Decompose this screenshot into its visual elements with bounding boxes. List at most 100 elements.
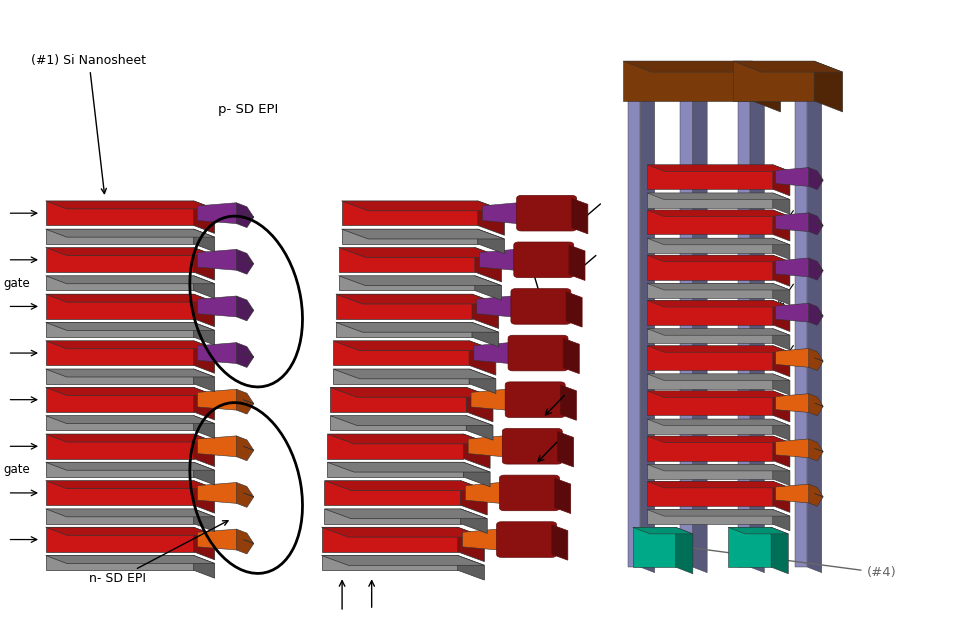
FancyBboxPatch shape	[516, 196, 577, 231]
Polygon shape	[327, 462, 491, 472]
Polygon shape	[468, 436, 510, 457]
Polygon shape	[566, 292, 582, 327]
Polygon shape	[46, 201, 194, 225]
Polygon shape	[776, 439, 815, 457]
Polygon shape	[327, 434, 464, 459]
Text: (#1) Si Nanosheet: (#1) Si Nanosheet	[32, 54, 147, 194]
Polygon shape	[46, 229, 194, 244]
Polygon shape	[647, 329, 790, 335]
Polygon shape	[773, 193, 790, 214]
Polygon shape	[46, 275, 194, 290]
Polygon shape	[46, 480, 215, 488]
Polygon shape	[46, 480, 194, 505]
Polygon shape	[647, 464, 790, 471]
Polygon shape	[776, 484, 815, 503]
Polygon shape	[464, 462, 491, 487]
Polygon shape	[236, 389, 253, 414]
Polygon shape	[198, 343, 243, 363]
Polygon shape	[46, 509, 194, 524]
Polygon shape	[773, 436, 790, 467]
Polygon shape	[776, 213, 815, 232]
Polygon shape	[342, 201, 478, 225]
Polygon shape	[503, 436, 520, 461]
Polygon shape	[471, 389, 513, 410]
Polygon shape	[728, 527, 771, 567]
Polygon shape	[194, 415, 215, 438]
Polygon shape	[647, 193, 790, 199]
Polygon shape	[776, 303, 815, 322]
Polygon shape	[647, 509, 773, 524]
Polygon shape	[236, 436, 253, 461]
Polygon shape	[552, 525, 567, 560]
Polygon shape	[808, 258, 823, 280]
Polygon shape	[647, 210, 773, 235]
Polygon shape	[466, 482, 507, 503]
Polygon shape	[198, 296, 243, 317]
Polygon shape	[647, 329, 773, 344]
Polygon shape	[633, 527, 676, 567]
Polygon shape	[327, 434, 491, 444]
Polygon shape	[194, 201, 215, 233]
Polygon shape	[509, 343, 526, 368]
Polygon shape	[506, 389, 523, 414]
Polygon shape	[807, 89, 822, 573]
Polygon shape	[336, 294, 498, 304]
Polygon shape	[472, 322, 498, 347]
Polygon shape	[198, 389, 243, 410]
Polygon shape	[480, 249, 521, 271]
Polygon shape	[647, 193, 773, 207]
Polygon shape	[194, 387, 215, 420]
Polygon shape	[808, 168, 823, 189]
Polygon shape	[46, 387, 215, 396]
Polygon shape	[46, 415, 215, 423]
Polygon shape	[236, 343, 253, 368]
Polygon shape	[647, 255, 773, 280]
Polygon shape	[198, 249, 243, 271]
Polygon shape	[469, 341, 496, 375]
Polygon shape	[808, 439, 823, 461]
Polygon shape	[808, 348, 823, 371]
Polygon shape	[46, 527, 215, 535]
Polygon shape	[773, 374, 790, 395]
Polygon shape	[681, 89, 708, 94]
Polygon shape	[236, 482, 253, 508]
Polygon shape	[633, 527, 693, 534]
Polygon shape	[336, 322, 472, 337]
Polygon shape	[324, 480, 461, 505]
Polygon shape	[773, 238, 790, 259]
Polygon shape	[236, 529, 253, 554]
Polygon shape	[327, 462, 464, 477]
Polygon shape	[693, 89, 708, 573]
Polygon shape	[795, 89, 807, 567]
Polygon shape	[647, 391, 790, 397]
Polygon shape	[647, 238, 790, 245]
Polygon shape	[333, 369, 496, 379]
Polygon shape	[558, 431, 573, 467]
Polygon shape	[561, 385, 576, 420]
Polygon shape	[681, 89, 693, 567]
Polygon shape	[647, 165, 773, 189]
Polygon shape	[497, 529, 515, 554]
Polygon shape	[647, 436, 790, 443]
Polygon shape	[324, 509, 461, 524]
Polygon shape	[330, 387, 493, 397]
Polygon shape	[737, 89, 750, 567]
Polygon shape	[330, 415, 467, 430]
Polygon shape	[46, 555, 215, 563]
Polygon shape	[194, 555, 215, 578]
Polygon shape	[342, 229, 478, 244]
Polygon shape	[342, 229, 504, 239]
Polygon shape	[46, 322, 194, 337]
Polygon shape	[467, 415, 493, 440]
Polygon shape	[647, 509, 790, 516]
FancyBboxPatch shape	[514, 242, 574, 277]
Polygon shape	[676, 527, 693, 574]
Polygon shape	[198, 203, 243, 223]
Polygon shape	[647, 284, 773, 298]
Polygon shape	[330, 387, 467, 412]
Polygon shape	[647, 391, 773, 415]
Polygon shape	[776, 394, 815, 412]
Polygon shape	[647, 481, 790, 488]
Polygon shape	[339, 275, 501, 285]
Polygon shape	[324, 480, 488, 490]
